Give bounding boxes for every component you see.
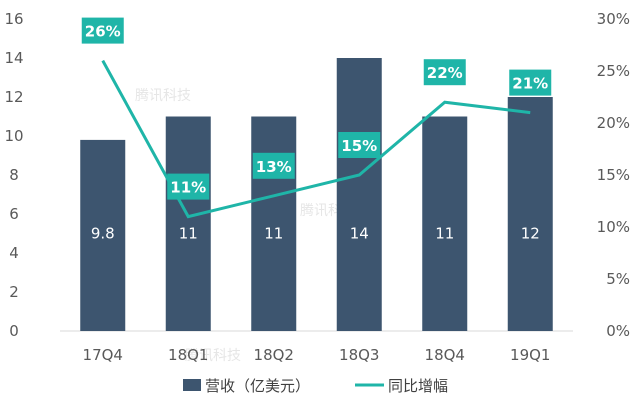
line-series: 26% 11% 13% 15% 22% 21% — [81, 17, 552, 219]
line-value-label: 11% — [170, 179, 206, 197]
bar — [336, 58, 382, 331]
right-tick-label: 30% — [597, 10, 630, 28]
line-value-label: 15% — [341, 137, 377, 155]
left-tick-label: 2 — [9, 283, 19, 301]
right-tick-label: 0% — [606, 322, 630, 340]
right-tick-label: 5% — [606, 270, 630, 288]
right-tick-label: 15% — [597, 166, 630, 184]
right-tick-label: 10% — [597, 218, 630, 236]
right-tick-label: 20% — [597, 114, 630, 132]
bar-value-label: 11 — [264, 225, 283, 243]
right-tick-label: 25% — [597, 62, 630, 80]
line-value-label: 21% — [512, 75, 548, 93]
bar-value-label: 14 — [350, 225, 369, 243]
left-tick-label: 16 — [4, 10, 23, 28]
line-value-label: 22% — [427, 64, 463, 82]
category-label: 19Q1 — [510, 346, 550, 364]
left-tick-label: 10 — [4, 127, 23, 145]
bar — [165, 116, 211, 331]
left-axis: 0 2 4 6 8 10 12 14 16 — [4, 10, 23, 340]
category-label: 18Q4 — [425, 346, 465, 364]
legend-swatch-bar — [183, 379, 201, 391]
line-label-box — [81, 17, 124, 44]
bar — [507, 97, 553, 331]
line-label-box — [252, 152, 295, 179]
legend: 营收（亿美元） 同比增幅 — [183, 377, 448, 395]
line-label-box — [167, 173, 210, 200]
line-label-box — [423, 59, 466, 86]
bar-value-label: 12 — [521, 225, 540, 243]
x-axis: 17Q4 18Q1 18Q2 18Q3 18Q4 19Q1 — [83, 346, 551, 364]
line-value-label: 26% — [85, 23, 121, 41]
bar-value-label: 11 — [435, 225, 454, 243]
legend-label-line: 同比增幅 — [388, 377, 448, 395]
left-tick-label: 14 — [4, 49, 23, 67]
bar-series: 9.8 11 11 14 11 12 — [80, 58, 553, 331]
bar-value-label: 11 — [179, 225, 198, 243]
left-tick-label: 12 — [4, 88, 23, 106]
left-tick-label: 0 — [9, 322, 19, 340]
legend-label-bar: 营收（亿美元） — [205, 377, 310, 395]
bar — [80, 139, 126, 331]
bar-value-label: 9.8 — [91, 225, 115, 243]
line-value-label: 13% — [256, 158, 292, 176]
bar — [422, 116, 468, 331]
left-tick-label: 6 — [9, 205, 19, 223]
left-tick-label: 8 — [9, 166, 19, 184]
line-label-box — [338, 132, 381, 158]
right-axis: 0% 5% 10% 15% 20% 25% 30% — [597, 10, 630, 340]
left-tick-label: 4 — [9, 244, 19, 262]
category-label: 17Q4 — [83, 346, 123, 364]
category-label: 18Q2 — [254, 346, 294, 364]
line-label-box — [509, 69, 552, 96]
watermark-text: 腾讯科技 — [185, 347, 241, 364]
bar — [251, 116, 297, 331]
category-label: 18Q3 — [339, 346, 379, 364]
category-label: 18Q1 — [168, 346, 208, 364]
watermark-text: 腾讯科技 — [135, 87, 191, 104]
